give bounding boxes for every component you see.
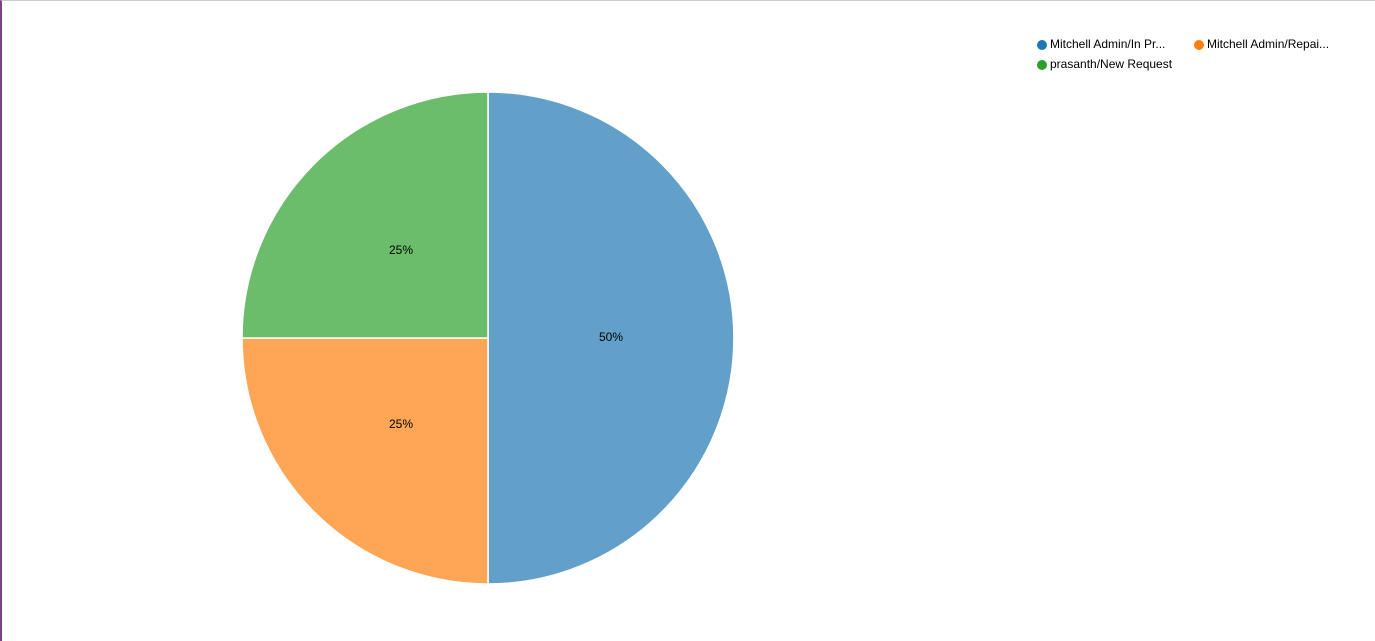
- legend-label: Mitchell Admin/In Pr...: [1050, 37, 1165, 51]
- legend-label: prasanth/New Request: [1050, 57, 1173, 71]
- legend-marker: [1037, 60, 1047, 70]
- legend-item: prasanth/New Request: [1037, 57, 1173, 71]
- data-label: 50%: [599, 330, 623, 344]
- legend-marker: [1037, 40, 1047, 50]
- data-label: 25%: [389, 417, 413, 431]
- legend-item: Mitchell Admin/In Pr...: [1037, 37, 1165, 51]
- pie-slice: [487, 91, 735, 585]
- legend-item: Mitchell Admin/Repai...: [1194, 37, 1329, 51]
- pie-slice: [241, 337, 489, 585]
- legend-label: Mitchell Admin/Repai...: [1207, 37, 1329, 51]
- legend-marker: [1194, 40, 1204, 50]
- data-label: 25%: [389, 243, 413, 257]
- pie-slice: [241, 91, 489, 339]
